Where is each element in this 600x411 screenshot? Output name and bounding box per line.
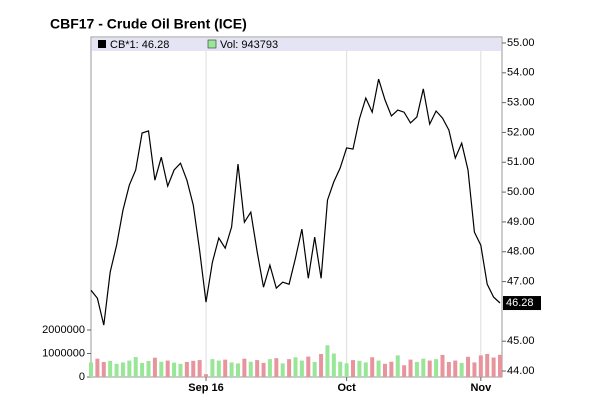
volume-bar (204, 374, 209, 377)
volume-bar (440, 354, 445, 377)
volume-bar (146, 361, 151, 377)
volume-bar (216, 360, 221, 377)
legend-swatch (207, 39, 217, 49)
volume-bar (223, 359, 228, 377)
volume-bar (140, 362, 145, 377)
chart-title: CBF17 - Crude Oil Brent (ICE) (50, 16, 247, 32)
y-tick-label: 45.00 (507, 335, 535, 347)
volume-bar (184, 361, 189, 377)
volume-bar (159, 361, 164, 377)
volume-bar (197, 360, 202, 377)
y2-tick-label: 1000000 (42, 347, 85, 359)
volume-bar (472, 362, 477, 377)
volume-bar (478, 355, 483, 377)
y-tick-label: 55.00 (507, 37, 535, 49)
volume-bar (408, 359, 413, 377)
volume-bar (89, 362, 93, 377)
volume-bar (312, 361, 317, 377)
volume-bar (459, 362, 464, 377)
volume-bar (325, 345, 330, 377)
volume-bar (370, 357, 375, 377)
volume-bar (306, 356, 311, 377)
volume-bar (191, 360, 196, 377)
volume-bar (351, 360, 356, 377)
volume-bar (114, 363, 119, 377)
volume-bar (427, 360, 432, 377)
volume-bar (95, 358, 100, 377)
volume-bar (453, 360, 458, 377)
volume-bar (152, 357, 157, 377)
y2-tick-label: 0 (79, 371, 85, 383)
volume-bar (299, 360, 304, 377)
volume-bar (331, 353, 336, 377)
volume-bar (172, 362, 177, 377)
volume-bar (363, 362, 368, 377)
volume-bar (357, 360, 362, 377)
last-price-label: 46.28 (506, 297, 534, 309)
volume-bar (466, 356, 471, 377)
volume-bar (344, 363, 349, 377)
volume-bar (248, 361, 253, 377)
y-tick-label: 44.00 (507, 365, 535, 377)
volume-bar (338, 361, 343, 377)
x-tick-label: Sep 16 (188, 382, 223, 394)
volume-bar (414, 361, 419, 377)
volume-bar (446, 361, 451, 377)
volume-bar (108, 360, 113, 377)
volume-bar (165, 360, 170, 377)
volume-bar (293, 357, 298, 377)
volume-bar (389, 361, 394, 377)
volume-bar (491, 357, 496, 377)
y-tick-label: 51.00 (507, 156, 535, 168)
x-tick-label: Nov (470, 382, 492, 394)
y-tick-label: 47.00 (507, 275, 535, 287)
volume-bar (133, 357, 138, 377)
price-line (90, 78, 501, 326)
volume-bar (178, 363, 183, 377)
volume-bar (287, 359, 292, 377)
volume-bar (261, 362, 266, 377)
volume-bar (229, 362, 234, 377)
plot-frame (90, 36, 503, 378)
volume-bar (376, 360, 381, 377)
y-tick-label: 52.00 (507, 126, 535, 138)
volume-bar (434, 359, 439, 377)
volume-bar (485, 353, 490, 377)
volume-bar (274, 358, 279, 377)
y2-tick-label: 2000000 (42, 324, 85, 336)
volume-bar (319, 353, 324, 377)
volume-bar (402, 365, 407, 377)
legend-label: CB*1: 46.28 (110, 39, 169, 51)
volume-bar (235, 363, 240, 377)
volume-bar (267, 359, 272, 377)
last-price-box (503, 296, 541, 311)
volume-bar (280, 363, 285, 377)
legend-label: Vol: 943793 (220, 39, 278, 51)
y-tick-label: 50.00 (507, 186, 535, 198)
volume-bar (101, 361, 106, 377)
y-tick-label: 54.00 (507, 67, 535, 79)
volume-bar (255, 360, 260, 377)
volume-bar (120, 362, 125, 377)
y-tick-label: 49.00 (507, 216, 535, 228)
volume-bar (382, 363, 387, 377)
volume-bar (421, 358, 426, 377)
legend-swatch (98, 40, 106, 48)
x-tick-label: Oct (337, 382, 356, 394)
volume-bar (210, 359, 215, 377)
legend-band (92, 38, 501, 51)
volume-bar (498, 354, 502, 377)
volume-bar (242, 358, 247, 377)
volume-bar (127, 360, 132, 377)
y-tick-label: 53.00 (507, 97, 535, 109)
volume-bar (395, 355, 400, 377)
y-tick-label: 48.00 (507, 246, 535, 258)
